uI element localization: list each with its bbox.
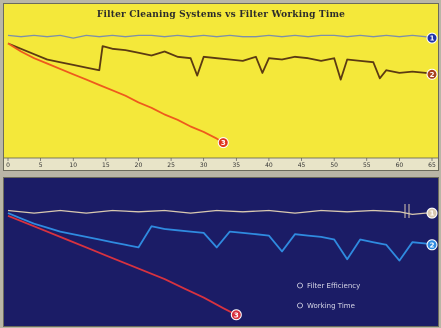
- series-marker-label-2: 2: [430, 241, 435, 249]
- series-marker-1: [426, 32, 438, 44]
- series-line-3: [7, 42, 224, 144]
- legend-entry-2: Working Time: [307, 302, 355, 310]
- bottom-chart-panel: 1 2 3 Filter Efficiency Working Time: [3, 177, 439, 327]
- x-tick-label: 35: [232, 162, 240, 169]
- series-marker-label-1: 1: [430, 35, 435, 43]
- bottom-chart-svg: 1 2 3 Filter Efficiency Working Time: [7, 204, 438, 321]
- x-tick-label: 25: [167, 162, 175, 169]
- x-tick-label: 45: [298, 162, 306, 169]
- x-tick-label: 55: [363, 162, 371, 169]
- series-marker-3: [230, 309, 242, 321]
- legend-symbol: [297, 282, 303, 289]
- series-marker-2: [426, 239, 438, 251]
- x-tick-label: 30: [200, 162, 208, 169]
- series-line-3: [7, 214, 237, 316]
- legend-symbol: [297, 302, 303, 309]
- x-axis-strip: [4, 158, 438, 170]
- series-marker-2: [426, 68, 438, 80]
- x-tick-label: 60: [396, 162, 404, 169]
- series-line-2: [7, 42, 433, 81]
- x-tick-label: 15: [102, 162, 110, 169]
- legend-entry-1: Filter Efficiency: [307, 282, 360, 290]
- series-marker-3: [217, 137, 229, 149]
- chart-title: Filter Cleaning Systems vs Filter Workin…: [96, 10, 346, 20]
- x-tick-label: 0: [6, 162, 10, 169]
- x-tick-label: 10: [69, 162, 77, 169]
- series-marker-label-3: 3: [221, 139, 226, 147]
- x-tick-label: 20: [135, 162, 143, 169]
- series-marker-label-3: 3: [234, 311, 239, 319]
- x-tick-label: 50: [330, 162, 338, 169]
- series-line-2: [7, 212, 433, 262]
- top-chart-svg: 0 5 10 15 20 25 30 35 40 45 50 55 60 65 1 2 3: [4, 32, 438, 170]
- top-chart-panel: Filter Cleaning Systems vs Filter Workin…: [3, 3, 439, 171]
- series-marker-1: [426, 207, 438, 219]
- series-line-1: [7, 209, 432, 216]
- x-tick-label: 5: [39, 162, 43, 169]
- series-marker-label-2: 2: [430, 71, 435, 79]
- x-tick-label: 65: [428, 162, 436, 169]
- series-line-1: [7, 34, 433, 39]
- x-tick-label: 40: [265, 162, 273, 169]
- series-marker-label-1: 1: [430, 210, 435, 218]
